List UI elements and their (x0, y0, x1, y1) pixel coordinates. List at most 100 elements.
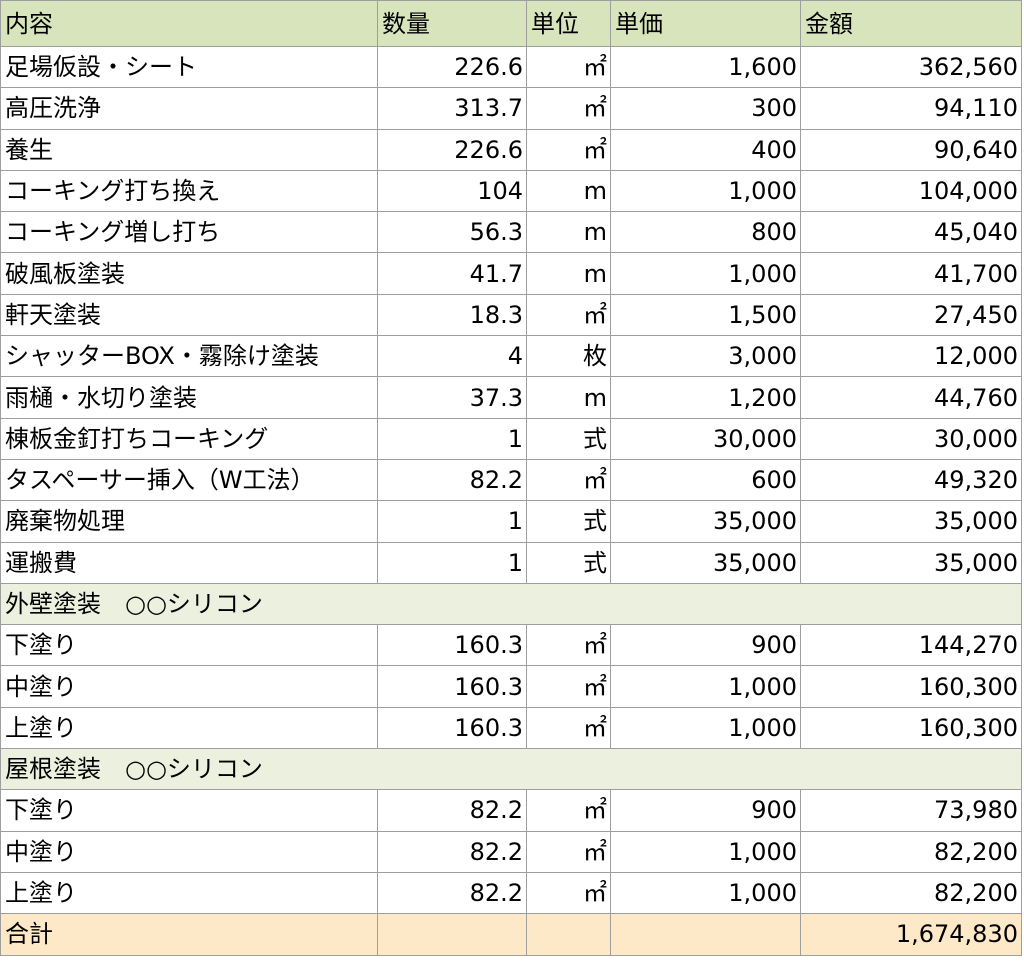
total-quantity-cell (378, 914, 527, 956)
amount-cell: 49,320 (801, 459, 1022, 502)
quantity-cell: 1 (378, 418, 527, 460)
quantity-cell: 1 (378, 501, 527, 543)
unit-cell: ㎡ (527, 666, 611, 708)
total-row: 合計 1,674,830 (1, 914, 1022, 956)
unit-cell: 枚 (527, 336, 611, 378)
unit-cell: m (527, 212, 611, 254)
item-cell: 上塗り (1, 872, 378, 915)
unit-price-cell: 1,000 (611, 253, 801, 295)
section-title: 外壁塗装 ○○シリコン (1, 583, 1022, 626)
amount-cell: 27,450 (801, 294, 1022, 337)
amount-cell: 30,000 (801, 418, 1022, 460)
unit-cell: ㎡ (527, 459, 611, 502)
unit-price-cell: 600 (611, 459, 801, 502)
item-cell: 中塗り (1, 666, 378, 708)
table-row: 高圧洗浄 313.7 ㎡ 300 94,110 (1, 88, 1022, 130)
unit-cell: ㎡ (527, 88, 611, 130)
unit-price-cell: 1,000 (611, 170, 801, 213)
header-unit-price: 単価 (611, 1, 801, 47)
item-cell: 中塗り (1, 831, 378, 873)
quantity-cell: 104 (378, 170, 527, 213)
unit-cell: m (527, 253, 611, 295)
unit-cell: ㎡ (527, 790, 611, 832)
quantity-cell: 18.3 (378, 294, 527, 337)
amount-cell: 160,300 (801, 666, 1022, 708)
table-row: 下塗り 82.2 ㎡ 900 73,980 (1, 790, 1022, 832)
quantity-cell: 82.2 (378, 831, 527, 873)
unit-price-cell: 35,000 (611, 501, 801, 543)
table-row: コーキング打ち換え 104 m 1,000 104,000 (1, 170, 1022, 213)
table-body: 足場仮設・シート 226.6 ㎡ 1,600 362,560 高圧洗浄 313.7 ㎡ 300 9… (1, 47, 1022, 915)
unit-price-cell: 1,200 (611, 377, 801, 419)
amount-cell: 45,040 (801, 212, 1022, 254)
amount-cell: 73,980 (801, 790, 1022, 832)
amount-cell: 90,640 (801, 129, 1022, 171)
quantity-cell: 82.2 (378, 790, 527, 832)
item-cell: コーキング打ち換え (1, 170, 378, 213)
table-row: タスペーサー挿入（W工法） 82.2 ㎡ 600 49,320 (1, 459, 1022, 502)
table-row: 上塗り 82.2 ㎡ 1,000 82,200 (1, 872, 1022, 915)
quantity-cell: 37.3 (378, 377, 527, 419)
unit-price-cell: 1,600 (611, 47, 801, 89)
unit-cell: ㎡ (527, 831, 611, 873)
unit-cell: 式 (527, 542, 611, 584)
amount-cell: 362,560 (801, 47, 1022, 89)
unit-price-cell: 3,000 (611, 336, 801, 378)
unit-price-cell: 1,000 (611, 831, 801, 873)
item-cell: 上塗り (1, 707, 378, 750)
section-header-row: 屋根塗装 ○○シリコン (1, 749, 1022, 791)
amount-cell: 104,000 (801, 170, 1022, 213)
table-row: 棟板金釘打ちコーキング 1 式 30,000 30,000 (1, 418, 1022, 460)
amount-cell: 12,000 (801, 336, 1022, 378)
amount-cell: 82,200 (801, 831, 1022, 873)
quantity-cell: 160.3 (378, 666, 527, 708)
header-unit: 単位 (527, 1, 611, 47)
item-cell: タスペーサー挿入（W工法） (1, 459, 378, 502)
table-row: 養生 226.6 ㎡ 400 90,640 (1, 129, 1022, 171)
total-amount: 1,674,830 (801, 914, 1022, 956)
quantity-cell: 82.2 (378, 872, 527, 915)
table-row: 中塗り 160.3 ㎡ 1,000 160,300 (1, 666, 1022, 708)
item-cell: 棟板金釘打ちコーキング (1, 418, 378, 460)
table-row: 運搬費 1 式 35,000 35,000 (1, 542, 1022, 584)
header-amount: 金額 (801, 1, 1022, 47)
item-cell: 養生 (1, 129, 378, 171)
table-header-row: 内容 数量 単位 単価 金額 (1, 1, 1022, 47)
amount-cell: 82,200 (801, 872, 1022, 915)
table-row: 下塗り 160.3 ㎡ 900 144,270 (1, 625, 1022, 667)
item-cell: 下塗り (1, 625, 378, 667)
quantity-cell: 313.7 (378, 88, 527, 130)
quantity-cell: 226.6 (378, 47, 527, 89)
header-quantity: 数量 (378, 1, 527, 47)
amount-cell: 35,000 (801, 501, 1022, 543)
section-title: 屋根塗装 ○○シリコン (1, 749, 1022, 791)
unit-price-cell: 1,000 (611, 666, 801, 708)
unit-cell: ㎡ (527, 47, 611, 89)
table-row: シャッターBOX・霧除け塗装 4 枚 3,000 12,000 (1, 336, 1022, 378)
total-unit-price-cell (611, 914, 801, 956)
unit-cell: ㎡ (527, 129, 611, 171)
amount-cell: 44,760 (801, 377, 1022, 419)
table-row: 雨樋・水切り塗装 37.3 m 1,200 44,760 (1, 377, 1022, 419)
unit-cell: m (527, 170, 611, 213)
unit-cell: 式 (527, 501, 611, 543)
unit-price-cell: 800 (611, 212, 801, 254)
header-item: 内容 (1, 1, 378, 47)
table-row: 上塗り 160.3 ㎡ 1,000 160,300 (1, 707, 1022, 750)
table-row: 足場仮設・シート 226.6 ㎡ 1,600 362,560 (1, 47, 1022, 89)
quantity-cell: 41.7 (378, 253, 527, 295)
table-row: コーキング増し打ち 56.3 m 800 45,040 (1, 212, 1022, 254)
quantity-cell: 56.3 (378, 212, 527, 254)
unit-cell: ㎡ (527, 294, 611, 337)
item-cell: 廃棄物処理 (1, 501, 378, 543)
unit-price-cell: 1,500 (611, 294, 801, 337)
unit-price-cell: 35,000 (611, 542, 801, 584)
amount-cell: 41,700 (801, 253, 1022, 295)
item-cell: 雨樋・水切り塗装 (1, 377, 378, 419)
unit-price-cell: 900 (611, 625, 801, 667)
unit-price-cell: 1,000 (611, 872, 801, 915)
unit-price-cell: 30,000 (611, 418, 801, 460)
item-cell: 高圧洗浄 (1, 88, 378, 130)
table-row: 中塗り 82.2 ㎡ 1,000 82,200 (1, 831, 1022, 873)
